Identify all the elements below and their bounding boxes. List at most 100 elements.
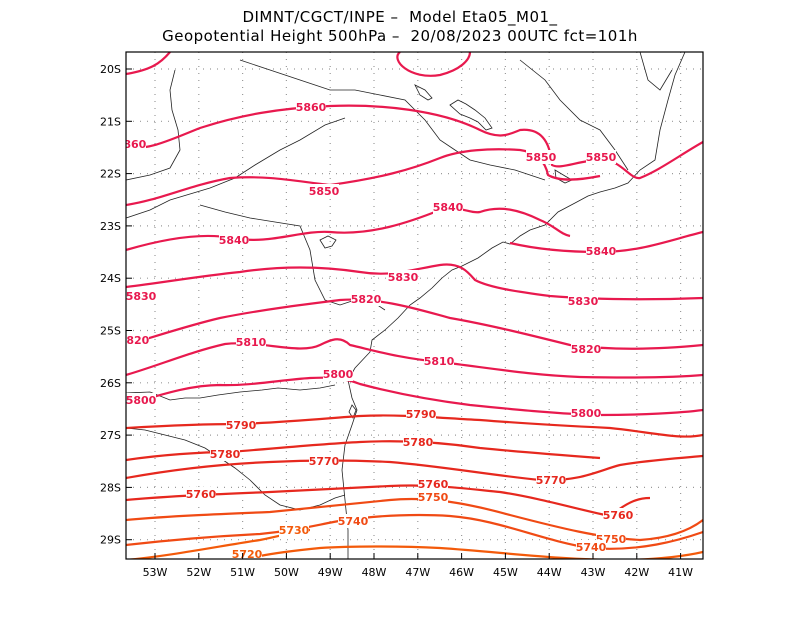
lat-label: 29S (100, 534, 121, 547)
contour-label-bg (418, 477, 448, 491)
contour-label-5840: 5840 (433, 201, 464, 214)
contour-label-bg (126, 333, 149, 347)
contour-label-5800: 5800 (323, 368, 354, 381)
contour-label-bg (571, 406, 601, 420)
title-line-1: DIMNT/CGCT/INPE – Model Eta05_M01_ (242, 8, 558, 26)
lat-label: 28S (100, 481, 121, 494)
contour-5770 (126, 454, 703, 482)
contour-label-5860: 5860 (116, 138, 147, 151)
axis-ticks: 53W 52W 51W 50W 49W 48W 47W 46W 45W 44W 43W 42W 41W 2… (100, 63, 693, 579)
contour-5820 (126, 298, 703, 350)
contour-label-5800: 5800 (571, 407, 602, 420)
contour-label-bg (571, 342, 601, 356)
contour-label-bg (536, 473, 566, 487)
lon-label: 43W (581, 566, 606, 579)
lat-label: 24S (100, 272, 121, 285)
lon-label: 41W (668, 566, 693, 579)
contour-label-bg (279, 523, 309, 537)
lake-1 (449, 99, 493, 131)
title-line-2: Geopotential Height 500hPa – 20/08/2023 … (162, 27, 638, 45)
contour-label-5790: 5790 (226, 419, 257, 432)
lat-label: 25S (100, 325, 121, 338)
island (348, 404, 357, 419)
contour-label-5750: 5750 (418, 491, 449, 504)
contour-label-5850: 5850 (309, 185, 340, 198)
coastline-and-borders (126, 52, 686, 559)
contour-5780 (126, 440, 601, 462)
contour-label-bg (232, 547, 262, 559)
lon-label: 45W (493, 566, 518, 579)
contour-label-bg (296, 100, 326, 114)
contour-label-bg (236, 335, 266, 349)
contour-label-5860: 5860 (296, 101, 327, 114)
contour-label-bg (418, 490, 448, 504)
contour-label-bg (403, 435, 433, 449)
border-mg-sp (239, 59, 546, 181)
contour-label-5850: 5850 (526, 151, 557, 164)
contour-label-5840: 5840 (586, 245, 617, 258)
contour-label-bg (226, 418, 256, 432)
contour-label-bg (424, 354, 454, 368)
lat-label: 20S (100, 63, 121, 76)
contour-label-5810: 5810 (424, 355, 455, 368)
contour-label-bg (586, 244, 616, 258)
contour-label-5830: 5830 (388, 271, 419, 284)
contour-5850 (126, 148, 601, 207)
contour-label-bg (586, 150, 616, 164)
contour-label-bg (406, 407, 436, 421)
lon-label: 53W (143, 566, 168, 579)
lake-3 (414, 84, 433, 101)
lat-label: 21S (100, 115, 121, 128)
contour-label-5760: 5760 (186, 488, 217, 501)
lon-label: 49W (318, 566, 343, 579)
contour-label-bg (186, 487, 216, 501)
contour-label-bg (126, 137, 146, 151)
contour-label-5780: 5780 (210, 448, 241, 461)
border-sc-rs (126, 427, 346, 511)
contour-label-5740: 5740 (576, 541, 607, 554)
contour-label-bg (338, 514, 368, 528)
contour-label-5740: 5740 (338, 515, 369, 528)
coastline (341, 52, 686, 559)
contour-label-5760: 5760 (603, 509, 634, 522)
contour-label-bg (351, 292, 381, 306)
contour-label-bg (210, 447, 240, 461)
contour-label-5760: 5760 (418, 478, 449, 491)
contour-label-bg (126, 289, 156, 303)
contour-label-5810: 5810 (236, 336, 267, 349)
contour-label-5730: 5730 (279, 524, 310, 537)
contour-label-bg (323, 367, 353, 381)
contour-label-5770: 5770 (309, 455, 340, 468)
contour-5840 (126, 207, 571, 252)
contour-label-bg (219, 233, 249, 247)
contour-label-5790: 5790 (406, 408, 437, 421)
lon-label: 48W (362, 566, 387, 579)
lat-label: 27S (100, 429, 121, 442)
lon-label: 44W (537, 566, 562, 579)
contour-label-5800: 5800 (126, 394, 157, 407)
lon-label: 50W (274, 566, 299, 579)
plot-frame (125, 51, 704, 560)
border-ms-sp (126, 117, 346, 219)
contour-label-bg (309, 454, 339, 468)
border-north (639, 52, 673, 91)
contour-label-bg (526, 150, 556, 164)
contour-label-bg (603, 508, 633, 522)
lon-label: 42W (624, 566, 649, 579)
contour-label-5820: 5820 (571, 343, 602, 356)
contour-label-5830: 5830 (126, 290, 157, 303)
contour-label-5770: 5770 (536, 474, 567, 487)
contour-5860 (126, 104, 703, 180)
contour-label-5780: 5780 (403, 436, 434, 449)
contour-label-5820: 5820 (351, 293, 382, 306)
lake-4 (554, 169, 573, 184)
contour-label-bg (568, 294, 598, 308)
lon-label: 52W (186, 566, 211, 579)
contour-labels: 5860 5860 5850 5840 5840 5840 5830 5830 5830 5820… (116, 100, 634, 559)
contour-label-5830: 5830 (568, 295, 599, 308)
contour-label-bg (309, 184, 339, 198)
contour-5860 (126, 52, 472, 77)
contour-label-bg (388, 270, 418, 284)
